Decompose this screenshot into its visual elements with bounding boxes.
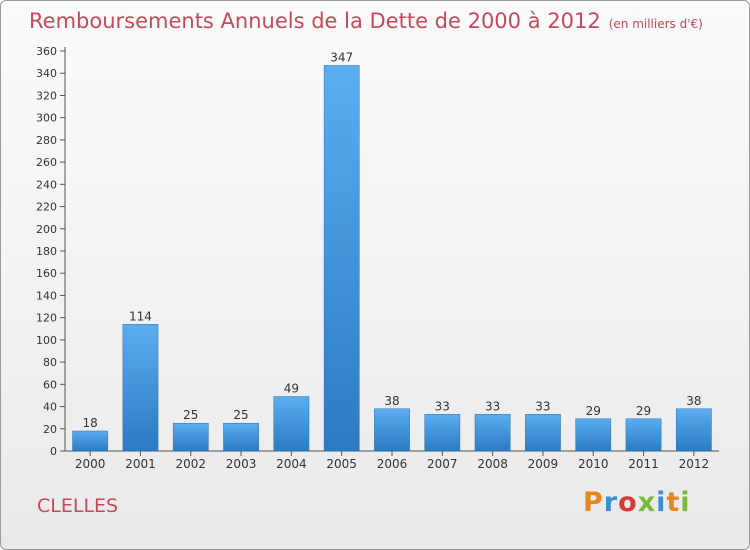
y-tick-label: 140 [36, 289, 57, 302]
y-tick-label: 340 [36, 67, 57, 80]
bar [625, 418, 662, 452]
data-label: 38 [686, 394, 701, 408]
x-tick-label: 2010 [578, 457, 609, 471]
bar [273, 396, 310, 452]
y-tick-label: 180 [36, 245, 57, 258]
commune-name: CLELLES [37, 495, 119, 517]
title-text: Remboursements Annuels de la Dette de 20… [29, 9, 601, 33]
bar [374, 408, 410, 452]
y-tick-label: 320 [36, 89, 57, 102]
y-tick-label: 20 [43, 423, 57, 436]
chart-title: Remboursements Annuels de la Dette de 20… [29, 9, 703, 33]
data-label: 49 [284, 382, 299, 396]
y-tick-label: 300 [36, 112, 57, 125]
bar [525, 414, 561, 452]
x-tick-label: 2007 [427, 457, 458, 471]
x-tick-label: 2005 [326, 457, 357, 471]
title-unit: (en milliers d'€) [608, 17, 703, 31]
data-label: 25 [233, 408, 248, 422]
bar [172, 422, 209, 452]
data-label: 18 [83, 416, 98, 430]
bar [122, 324, 159, 452]
y-tick-label: 100 [36, 334, 57, 347]
y-tick-label: 280 [36, 134, 57, 147]
y-tick-label: 0 [50, 445, 57, 458]
logo-letter: r [603, 487, 619, 518]
data-label: 38 [384, 394, 399, 408]
y-tick-label: 360 [36, 45, 57, 58]
logo-letter: i [680, 487, 691, 518]
x-tick-label: 2011 [628, 457, 659, 471]
x-tick-label: 2003 [226, 457, 257, 471]
bar [424, 414, 461, 452]
x-tick-label: 2008 [477, 457, 508, 471]
y-tick-label: 40 [43, 401, 57, 414]
bar [575, 418, 612, 452]
bar [323, 65, 360, 452]
data-label: 114 [129, 309, 152, 323]
data-label: 29 [586, 404, 601, 418]
x-tick-label: 2001 [125, 457, 156, 471]
data-label: 29 [636, 404, 651, 418]
y-tick-label: 220 [36, 201, 57, 214]
logo-letter: x [637, 487, 657, 518]
y-tick-label: 80 [43, 356, 57, 369]
data-label: 33 [485, 399, 500, 413]
data-label: 33 [435, 399, 450, 413]
x-tick-label: 2006 [377, 457, 408, 471]
x-tick-label: 2002 [175, 457, 206, 471]
x-tick-label: 2000 [75, 457, 106, 471]
bar [72, 430, 109, 452]
x-tick-label: 2009 [528, 457, 559, 471]
logo-letter: t [666, 487, 681, 518]
bar [474, 414, 511, 452]
y-tick-label: 260 [36, 156, 57, 169]
x-tick-label: 2004 [276, 457, 307, 471]
y-tick-label: 120 [36, 312, 57, 325]
data-label: 25 [183, 408, 198, 422]
proxiti-logo: Proxiti [583, 487, 691, 518]
data-label: 347 [330, 50, 353, 64]
logo-letter: o [618, 487, 638, 518]
y-tick-label: 160 [36, 267, 57, 280]
y-tick-label: 240 [36, 178, 57, 191]
data-label: 33 [535, 399, 550, 413]
y-tick-label: 200 [36, 223, 57, 236]
y-tick-label: 60 [43, 378, 57, 391]
x-tick-label: 2012 [679, 457, 710, 471]
logo-letter: i [656, 487, 667, 518]
bar [223, 422, 259, 452]
logo-letter: P [583, 487, 604, 518]
bar [675, 408, 712, 452]
